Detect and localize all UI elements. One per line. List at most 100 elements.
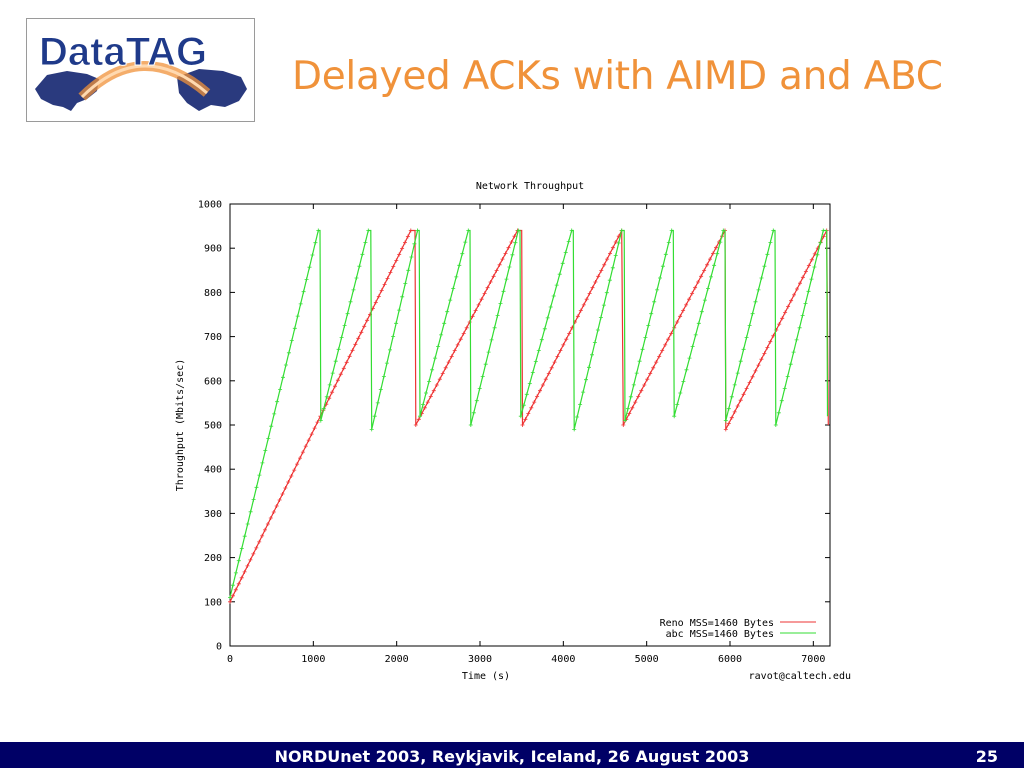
data-point-marker [403, 240, 407, 245]
data-point-marker [578, 308, 583, 313]
data-point-marker [424, 391, 428, 395]
data-point-marker [526, 411, 531, 416]
data-point-marker [552, 360, 557, 365]
data-point-marker [610, 245, 615, 250]
data-point-marker [324, 394, 329, 399]
data-point-marker [655, 287, 660, 292]
data-point-marker [245, 563, 250, 568]
data-point-marker [599, 268, 604, 273]
data-point-marker [269, 424, 274, 429]
x-tick-label: 7000 [801, 654, 825, 665]
data-point-marker [516, 228, 521, 233]
legend-label-reno: Reno MSS=1460 Bytes [660, 618, 774, 629]
data-point-marker [300, 450, 305, 455]
data-point-marker [254, 545, 259, 550]
data-point-marker [590, 285, 595, 290]
americas-map-shape [35, 71, 99, 111]
data-point-marker [773, 423, 778, 427]
data-point-marker [418, 414, 422, 419]
data-point-marker [539, 337, 544, 342]
data-point-marker [794, 337, 799, 342]
data-point-marker [732, 409, 737, 414]
series-lines [228, 228, 829, 604]
data-point-marker [388, 347, 392, 352]
data-point-marker [406, 268, 411, 273]
data-point-marker [735, 371, 740, 376]
y-tick-label: 200 [204, 553, 222, 564]
data-point-marker [236, 581, 241, 586]
data-point-marker [711, 251, 715, 256]
data-point-marker [369, 427, 374, 432]
data-point-marker [690, 291, 695, 296]
data-point-marker [762, 264, 767, 269]
data-point-marker [652, 299, 657, 304]
data-point-marker [492, 325, 497, 330]
data-point-marker [301, 289, 306, 294]
data-point-marker [590, 352, 594, 357]
data-point-marker [233, 587, 238, 592]
data-point-marker [309, 432, 314, 437]
data-point-marker [274, 504, 279, 508]
data-point-marker [443, 365, 448, 370]
data-point-marker [353, 342, 358, 347]
data-point-marker [233, 570, 238, 575]
data-point-marker [503, 251, 508, 256]
data-point-marker [506, 245, 511, 250]
data-point-marker [803, 269, 808, 274]
data-point-marker [518, 414, 523, 419]
data-point-marker [507, 265, 512, 269]
data-point-marker [425, 400, 430, 405]
data-point-marker [513, 240, 518, 245]
data-point-marker [471, 410, 476, 415]
x-tick-label: 6000 [718, 654, 742, 665]
data-point-marker [394, 321, 399, 326]
data-point-marker [789, 298, 794, 303]
data-point-marker [729, 394, 734, 399]
data-point-marker [771, 333, 776, 338]
data-point-marker [645, 377, 650, 382]
data-point-marker [335, 378, 340, 383]
data-point-marker [327, 382, 332, 387]
data-point-marker [788, 362, 793, 367]
data-point-marker [607, 278, 612, 283]
data-point-marker [530, 370, 535, 375]
data-point-marker [566, 239, 571, 244]
data-point-marker [640, 347, 645, 352]
data-point-marker [445, 309, 450, 314]
data-point-marker [759, 357, 764, 362]
data-point-marker [446, 360, 451, 365]
data-point-marker [605, 257, 610, 262]
data-point-marker [408, 228, 413, 233]
data-point-marker [598, 315, 603, 320]
data-point-marker [625, 406, 630, 411]
data-point-marker [330, 371, 335, 376]
data-point-marker [242, 569, 247, 574]
data-point-marker [738, 398, 743, 403]
x-tick-label: 2000 [385, 654, 409, 665]
data-point-marker [768, 339, 773, 344]
data-point-marker [532, 400, 537, 405]
data-point-marker [405, 234, 410, 239]
data-point-marker [536, 348, 541, 353]
footer-bar: NORDUnet 2003, Reykjavik, Iceland, 26 Au… [0, 742, 1024, 768]
data-point-marker [248, 557, 253, 562]
data-point-marker [584, 297, 589, 302]
data-point-marker [663, 252, 668, 257]
data-point-marker [428, 394, 433, 399]
data-point-marker [520, 423, 525, 427]
data-point-marker [660, 264, 665, 269]
data-point-marker [601, 303, 606, 308]
data-point-marker [783, 310, 788, 315]
data-point-marker [272, 411, 277, 416]
series-markers-abc [228, 228, 826, 600]
data-point-marker [623, 418, 627, 423]
data-point-marker [658, 276, 662, 280]
data-point-marker [403, 281, 408, 286]
data-point-marker [608, 251, 612, 256]
data-point-marker [702, 268, 707, 273]
data-point-marker [726, 421, 731, 426]
data-point-marker [560, 261, 565, 266]
data-point-marker [693, 285, 698, 290]
data-point-marker [242, 534, 247, 539]
chart-legend: Reno MSS=1460 Bytes abc MSS=1460 Bytes [660, 618, 816, 640]
